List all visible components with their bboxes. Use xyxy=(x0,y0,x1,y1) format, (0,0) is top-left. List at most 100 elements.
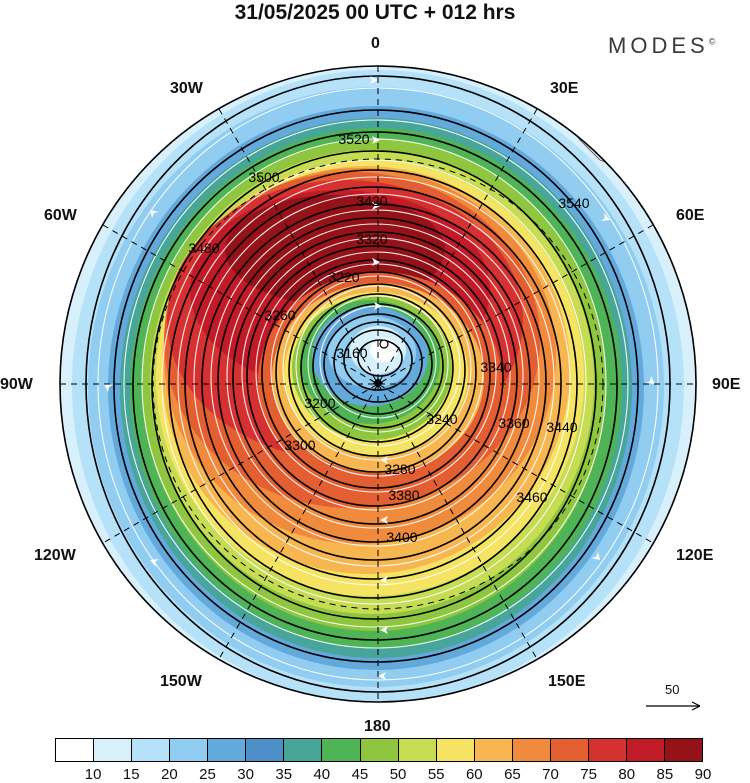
colorbar-swatch xyxy=(398,739,437,761)
contour-label: 3240 xyxy=(426,411,457,427)
arrowhead xyxy=(646,376,655,384)
contour-3320 xyxy=(275,271,477,473)
colorbar-label: 70 xyxy=(542,766,559,783)
low-center-marker xyxy=(373,378,383,388)
contour-3300 xyxy=(288,283,466,457)
meridian-60e-120w xyxy=(102,224,654,544)
arrowhead xyxy=(380,626,388,634)
contour-3380 xyxy=(232,231,518,525)
colorbar-label: 25 xyxy=(199,766,216,783)
contour-label: 3520 xyxy=(338,131,369,147)
colorbar-swatch xyxy=(626,739,665,761)
meridian-30w-150e xyxy=(218,108,538,660)
brand-logo: MODES© xyxy=(608,33,715,59)
colorbar-label: 85 xyxy=(656,766,674,783)
colorbar-swatch xyxy=(436,739,475,761)
contour-label: 3300 xyxy=(284,437,315,453)
streamline xyxy=(193,193,555,567)
colorbar-label: 75 xyxy=(580,766,597,783)
contour-label: 3440 xyxy=(546,419,577,435)
colorbar-label: 90 xyxy=(694,766,712,783)
colorbar-label: 40 xyxy=(313,766,331,783)
wind-scale-arrow xyxy=(646,701,701,711)
arrowhead xyxy=(372,202,380,210)
streamline xyxy=(241,237,511,511)
contour-label: 3480 xyxy=(188,240,219,256)
arrowhead xyxy=(372,258,380,266)
contour-label: 3400 xyxy=(386,529,417,545)
colorbar-label: 35 xyxy=(275,766,293,783)
lon-label-180: 180 xyxy=(364,718,391,735)
arrowhead xyxy=(370,76,378,84)
lon-label-90w: 90W xyxy=(0,376,33,393)
colorbar-label: 80 xyxy=(618,766,636,783)
colorbar-swatch xyxy=(94,739,133,761)
colorbar-swatch xyxy=(170,739,209,761)
colorbar-swatch xyxy=(284,739,323,761)
contour-label: 3500 xyxy=(248,169,279,185)
wind-scale-label: 50 xyxy=(665,682,680,697)
height-contours xyxy=(85,75,671,693)
lon-label-0: 0 xyxy=(371,35,380,52)
graticule xyxy=(60,66,696,702)
contour-3160 xyxy=(357,339,403,377)
contour-3500 xyxy=(132,131,618,641)
colorbar-swatch xyxy=(474,739,513,761)
arrowhead xyxy=(378,672,386,680)
streamline xyxy=(226,223,524,529)
latitude-circle xyxy=(152,158,604,610)
contour-label: 3320 xyxy=(356,231,387,247)
colorbar-label: 30 xyxy=(237,766,254,783)
colorbar-swatch xyxy=(360,739,399,761)
streamline xyxy=(177,176,571,586)
colorbar-label: 65 xyxy=(504,766,521,783)
lon-label-150w: 150W xyxy=(160,673,202,690)
contour-label: 3260 xyxy=(264,307,295,323)
streamline xyxy=(161,159,587,605)
arrowhead xyxy=(374,302,382,310)
contour-label: 3360 xyxy=(498,415,529,431)
colorbar-swatch xyxy=(208,739,247,761)
arrowhead xyxy=(380,576,388,584)
lon-label-30e: 30E xyxy=(550,80,579,97)
colorbar-swatch xyxy=(56,739,95,761)
meridian-60w-120e xyxy=(102,224,654,544)
colorbar-label: 15 xyxy=(122,766,140,783)
lon-label-120w: 120W xyxy=(34,547,76,564)
colorbar-swatch xyxy=(246,739,285,761)
brand-text: MODES xyxy=(608,33,709,58)
colorbar-swatch xyxy=(322,739,361,761)
lon-label-90e: 90E xyxy=(712,376,741,393)
contour-3480 xyxy=(151,150,597,620)
arrowhead xyxy=(150,210,159,218)
inner-band-10 xyxy=(370,338,398,362)
contour-3280 xyxy=(300,293,454,443)
colorbar-label: 55 xyxy=(427,766,445,783)
lon-label-60w: 60W xyxy=(44,207,77,224)
lon-label-30w: 30W xyxy=(170,80,203,97)
contour-label-layer: 3160 3200 3220 3240 3260 3280 3300 3320 … xyxy=(188,131,589,545)
contour-3520 xyxy=(113,109,639,663)
colorbar-swatch xyxy=(132,739,171,761)
contour-label: 3340 xyxy=(480,359,511,375)
copyright-mark: © xyxy=(708,36,716,47)
arrowhead xyxy=(150,559,159,567)
wind-arrowheads xyxy=(104,76,655,680)
streamline xyxy=(282,275,472,461)
colorbar-label: 20 xyxy=(161,766,178,783)
contour-label: 3460 xyxy=(516,489,547,505)
meridian-30e-150w xyxy=(218,108,538,660)
scale-arrow-head xyxy=(691,701,701,711)
colorbar-label: 45 xyxy=(351,766,369,783)
map-boundary xyxy=(59,65,697,703)
contour-3440 xyxy=(184,186,562,580)
arrowhead xyxy=(380,516,388,524)
colorbar-label: 10 xyxy=(84,766,102,783)
lon-label-60e: 60E xyxy=(676,207,705,224)
arrowhead xyxy=(591,552,600,560)
arrowhead xyxy=(104,384,113,392)
streamline xyxy=(210,209,540,547)
colorbar-swatch xyxy=(588,739,627,761)
contour-label: 3540 xyxy=(558,195,589,211)
